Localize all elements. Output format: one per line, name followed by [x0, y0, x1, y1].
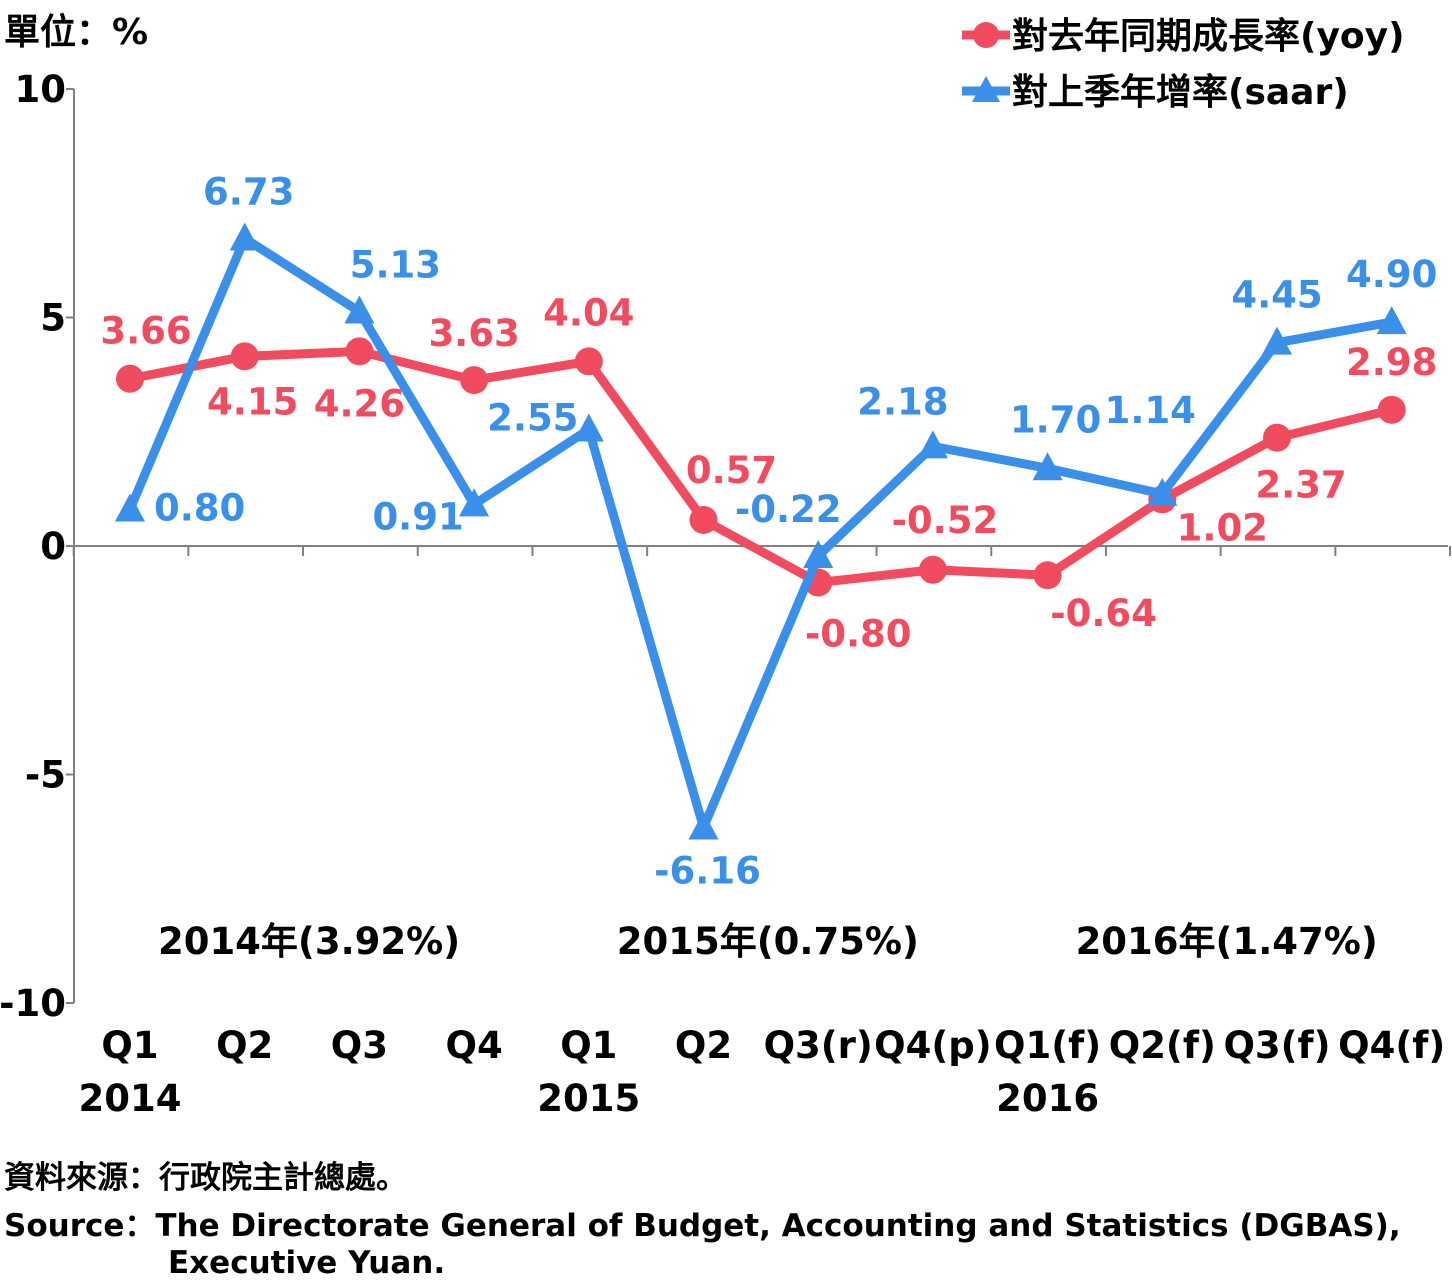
legend-marker	[972, 76, 1000, 102]
annual-note: 2016年(1.47%)	[1076, 920, 1378, 963]
x-tick-label: Q3	[331, 1024, 388, 1067]
x-tick-label: Q2	[216, 1024, 273, 1067]
data-point-marker	[230, 342, 259, 371]
annual-notes: 2014年(3.92%) 2015年(0.75%) 2016年(1.47%)	[158, 920, 1378, 963]
data-point-marker	[803, 540, 834, 569]
data-point-marker	[1376, 306, 1407, 335]
x-tick-label: Q1	[560, 1024, 617, 1067]
data-label: 3.63	[428, 312, 519, 355]
legend: 對去年同期成長率(yoy) 對上季年增率(saar)	[962, 16, 1405, 113]
data-point-marker	[344, 295, 375, 324]
data-label: 2.37	[1255, 464, 1346, 507]
y-tick-label: -10	[0, 982, 66, 1025]
year-label: 2014	[79, 1077, 182, 1120]
legend-label: 對上季年增率(saar)	[1012, 72, 1349, 113]
y-tick-label: 0	[40, 525, 66, 568]
data-label: 2.98	[1346, 341, 1437, 384]
data-label: 1.70	[1010, 398, 1101, 441]
data-point-marker	[459, 488, 490, 517]
data-label: -0.22	[735, 488, 842, 531]
legend-marker	[973, 22, 999, 48]
data-label: 4.04	[543, 291, 634, 334]
year-label: 2016	[996, 1077, 1099, 1120]
data-label: 5.13	[350, 244, 441, 287]
data-label: 4.15	[207, 380, 298, 423]
data-label: 4.26	[314, 382, 405, 425]
data-point-marker	[229, 222, 260, 251]
x-tick-label: Q3(r)	[764, 1024, 873, 1067]
source-en-line2: Executive Yuan.	[168, 1245, 446, 1281]
data-point-marker	[345, 337, 374, 366]
year-label: 2015	[537, 1077, 640, 1120]
y-tick-label: 10	[15, 68, 67, 111]
data-label: 2.18	[857, 380, 948, 423]
data-label: 0.57	[686, 449, 777, 492]
data-point-marker	[1033, 561, 1062, 590]
legend-label: 對去年同期成長率(yoy)	[1012, 16, 1405, 57]
data-point-marker	[1032, 452, 1063, 481]
source-en-line1: Source：The Directorate General of Budget…	[4, 1208, 1401, 1244]
x-tick-label: Q4(p)	[874, 1024, 992, 1067]
annual-note: 2015年(0.75%)	[617, 920, 919, 963]
annual-note: 2014年(3.92%)	[158, 920, 460, 963]
data-label: 4.45	[1231, 274, 1322, 317]
data-label: 3.66	[100, 310, 191, 353]
data-label: -0.52	[892, 499, 999, 542]
x-tick-label: Q4(f)	[1338, 1024, 1445, 1067]
y-tick-labels: 10 5 0 -5 -10	[0, 68, 66, 1025]
series-line-yoy	[129, 346, 1393, 588]
unit-label: 單位：%	[4, 12, 148, 53]
x-tick-label: Q1(f)	[994, 1024, 1101, 1067]
data-point-marker	[115, 493, 145, 522]
x-tick-label: Q3(f)	[1223, 1024, 1330, 1067]
y-tick-label: 5	[40, 297, 66, 340]
data-label: 2.55	[487, 396, 578, 439]
data-point-marker	[918, 555, 947, 584]
year-labels: 2014 2015 2016	[79, 1077, 1100, 1120]
data-label: 0.91	[372, 495, 463, 538]
x-tick-label: Q1	[101, 1024, 158, 1067]
data-label: -0.80	[805, 613, 912, 656]
series-saar: 0.806.735.130.912.55-6.16-0.222.18 1.70 1.…	[115, 170, 1437, 893]
x-tick-label: Q2(f)	[1109, 1024, 1216, 1067]
series-line-saar	[125, 233, 1393, 833]
x-tick-label: Q4	[445, 1024, 502, 1067]
data-label: 0.80	[154, 486, 245, 529]
series-yoy: 3.66 4.15 4.26 3.63 4.04 0.57 -0.80 -0.52 -0.64 1…	[100, 291, 1437, 655]
data-label: 1.14	[1105, 389, 1196, 432]
data-point-marker	[1377, 395, 1406, 424]
data-point-marker	[116, 364, 144, 393]
data-point-marker	[688, 811, 719, 840]
y-tick-label: -5	[25, 754, 66, 797]
data-point-marker	[573, 413, 604, 442]
data-label: 6.73	[203, 170, 294, 213]
source-zh: 資料來源：行政院主計總處。	[4, 1160, 407, 1196]
x-tick-label: Q2	[675, 1024, 732, 1067]
x-tick-labels: Q1 Q2 Q3 Q4 Q1 Q2 Q3(r) Q4(p) Q1(f) Q2(f) Q3(f) Q4(…	[101, 1024, 1445, 1067]
data-point-marker	[1262, 326, 1292, 355]
data-label: 1.02	[1177, 506, 1268, 549]
data-label: -6.16	[654, 850, 761, 893]
data-point-marker	[917, 430, 948, 459]
data-point-marker	[460, 366, 489, 395]
data-point-marker	[1147, 477, 1178, 506]
data-point-marker	[689, 505, 718, 534]
data-point-marker	[1263, 423, 1291, 452]
data-label: 4.90	[1346, 253, 1437, 296]
data-point-marker	[574, 347, 603, 376]
data-label: -0.64	[1050, 592, 1157, 635]
